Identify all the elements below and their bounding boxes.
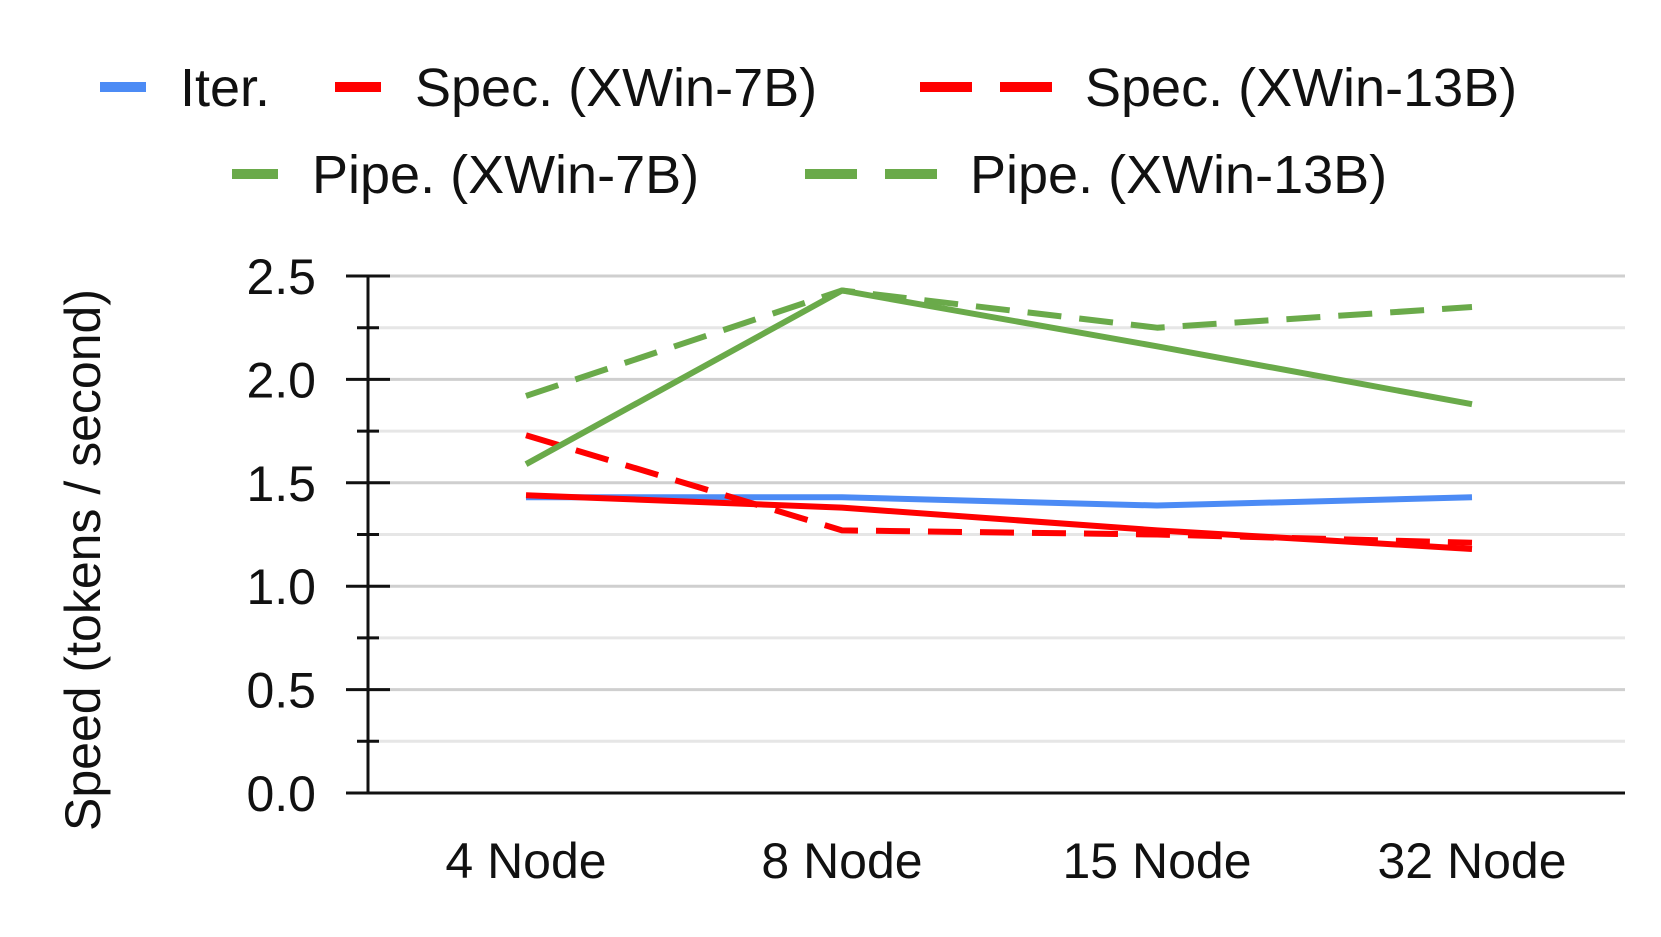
y-axis-title: Speed (tokens / second)	[55, 289, 111, 831]
y-tick-label: 0.5	[246, 663, 316, 719]
y-tick-label: 0.0	[246, 766, 316, 822]
legend-item: Spec. (XWin-13B)	[920, 58, 1517, 118]
series-lines	[524, 287, 1473, 552]
legend-item: Iter.	[100, 58, 270, 118]
legend: Iter. Spec. (XWin-7B) Spec. (XWin-13B) Pipe…	[100, 58, 1517, 205]
y-tick-label: 2.0	[246, 352, 316, 408]
series-line-1	[526, 494, 1473, 509]
legend-label: Pipe. (XWin-7B)	[312, 145, 699, 205]
x-tick-label: 32 Node	[1377, 833, 1566, 889]
y-tick-label: 1.5	[246, 456, 316, 512]
x-tick-label: 4 Node	[445, 833, 606, 889]
series-line-3	[525, 432, 1473, 546]
legend-item: Pipe. (XWin-13B)	[805, 145, 1387, 205]
y-tick-label: 2.5	[246, 249, 316, 305]
legend-label: Pipe. (XWin-13B)	[970, 145, 1387, 205]
series-line-5	[525, 287, 1473, 399]
series-line-4	[524, 287, 1473, 467]
legend-label: Spec. (XWin-7B)	[415, 58, 817, 118]
legend-item: Spec. (XWin-7B)	[335, 58, 817, 118]
y-tick-label: 1.0	[246, 559, 316, 615]
gridlines	[368, 274, 1625, 743]
x-tick-label: 8 Node	[761, 833, 922, 889]
legend-label: Iter.	[180, 58, 270, 118]
legend-item: Pipe. (XWin-7B)	[232, 145, 699, 205]
x-tick-label: 15 Node	[1062, 833, 1251, 889]
legend-label: Spec. (XWin-13B)	[1085, 58, 1517, 118]
axis-labels: 0.0 0.5 1.0 1.5 2.0 2.5 4 Node 8 Node 15 Node 32 …	[55, 249, 1567, 889]
axes	[346, 274, 1625, 795]
